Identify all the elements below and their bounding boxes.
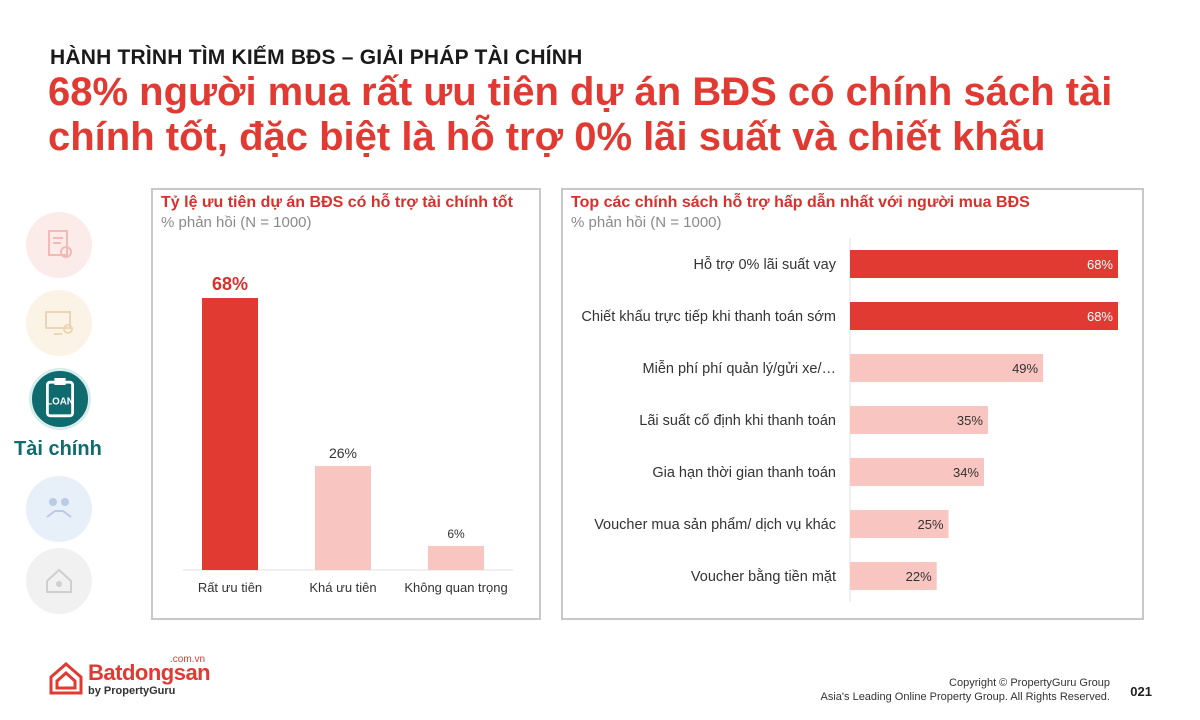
data-label: 68% [1087, 257, 1113, 272]
logo-name: Batdongsan [88, 660, 211, 685]
policies-chart-panel: Top các chính sách hỗ trợ hấp dẫn nhất v… [561, 188, 1144, 620]
category-label: Miễn phí phí quản lý/gửi xe/… [643, 360, 836, 377]
logo-byline: by PropertyGuru [88, 685, 176, 697]
right-chart-subtitle: % phản hồi (N = 1000) [571, 214, 722, 231]
monitor-search-icon[interactable] [26, 290, 92, 356]
bar [315, 466, 371, 570]
category-label: Khá ưu tiên [309, 580, 376, 595]
category-label: Không quan trọng [404, 580, 507, 595]
right-chart-title: Top các chính sách hỗ trợ hấp dẫn nhất v… [571, 194, 1030, 211]
house-family-icon[interactable] [26, 548, 92, 614]
bar [202, 298, 258, 570]
bar [428, 546, 484, 570]
bar [850, 250, 1118, 278]
logo-domain: .com.vn [170, 654, 206, 665]
sidebar-nav: LOAN Tài chính [0, 210, 120, 620]
left-chart-subtitle: % phản hồi (N = 1000) [161, 214, 312, 231]
loan-clipboard-icon[interactable]: LOAN [29, 368, 91, 430]
house-logo-icon [49, 662, 83, 695]
handshake-icon[interactable] [26, 476, 92, 542]
category-label: Hỗ trợ 0% lãi suất vay [694, 256, 837, 273]
category-label: Voucher bằng tiền mặt [691, 568, 836, 585]
page-number: 021 [1130, 684, 1152, 699]
copyright-line-1: Copyright © PropertyGuru Group [949, 677, 1110, 689]
policies-bar-chart: 68% Hỗ trợ 0% lãi suất vay 68% Chiết khấu t… [581, 238, 1118, 602]
bar [850, 406, 988, 434]
data-label: 6% [447, 527, 465, 541]
data-label: 68% [1087, 309, 1113, 324]
section-kicker: HÀNH TRÌNH TÌM KIẾM BĐS – GIẢI PHÁP TÀI … [50, 46, 583, 69]
category-label: Chiết khấu trực tiếp khi thanh toán sớm [581, 309, 836, 325]
data-label: 25% [917, 517, 943, 532]
data-label: 35% [957, 413, 983, 428]
copyright-line-2: Asia's Leading Online Property Group. Al… [820, 691, 1110, 703]
copyright-notice: Copyright © PropertyGuru Group Asia's Le… [821, 676, 1110, 704]
page-headline: 68% người mua rất ưu tiên dự án BĐS có c… [48, 70, 1113, 159]
priority-bar-chart: 68% Rất ưu tiên 26% Khá ưu tiên 6% Không quan… [183, 274, 513, 595]
bar [850, 302, 1118, 330]
data-label: 49% [1012, 361, 1038, 376]
bar [850, 354, 1044, 382]
data-label: 26% [329, 445, 357, 461]
category-label: Rất ưu tiên [198, 580, 262, 595]
bar [850, 562, 937, 590]
svg-text:LOAN: LOAN [46, 397, 74, 408]
priority-chart-panel: Tỷ lệ ưu tiên dự án BĐS có hỗ trợ tài ch… [151, 188, 541, 620]
document-search-icon[interactable] [26, 212, 92, 278]
data-label: 22% [906, 569, 932, 584]
sidebar-active-label: Tài chính [14, 438, 102, 460]
bar [850, 458, 984, 486]
brand-logo[interactable]: Batdongsan .com.vn by PropertyGuru [48, 654, 211, 700]
data-label: 34% [953, 465, 979, 480]
category-label: Gia hạn thời gian thanh toán [652, 465, 836, 481]
left-chart-title: Tỷ lệ ưu tiên dự án BĐS có hỗ trợ tài ch… [161, 194, 513, 211]
data-label: 68% [212, 274, 248, 294]
category-label: Lãi suất cố định khi thanh toán [639, 413, 836, 429]
category-label: Voucher mua sản phẩm/ dịch vụ khác [594, 517, 836, 533]
bar [850, 510, 949, 538]
